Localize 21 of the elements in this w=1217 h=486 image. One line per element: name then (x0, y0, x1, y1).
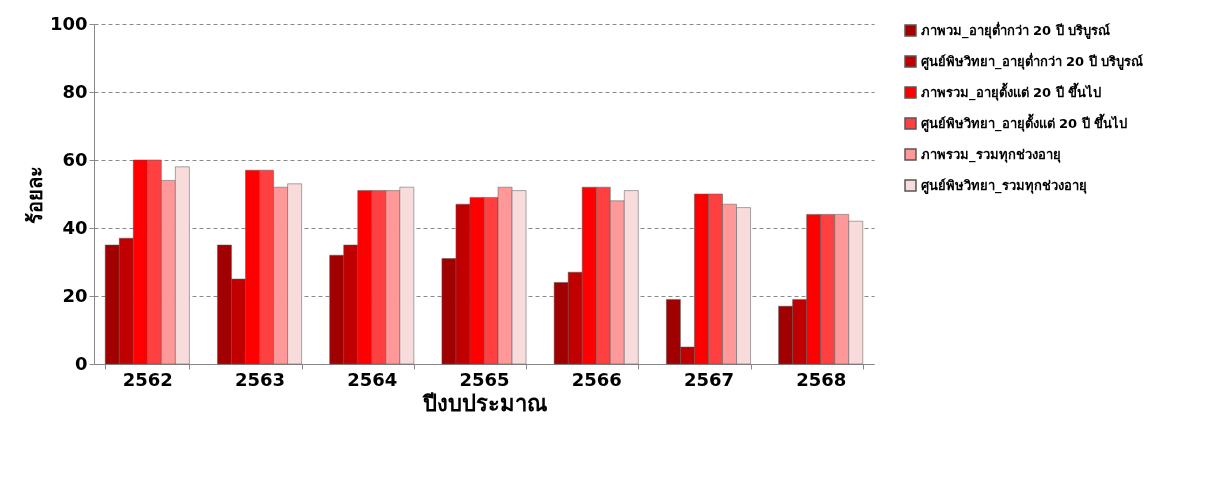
x-tick-label: 2565 (459, 368, 510, 390)
y-tick-label: 100 (49, 12, 88, 34)
legend-label: ศูนย์พิษวิทยา_อายุตั้งแต่ 20 ปี ขึ้นไป (921, 112, 1128, 132)
y-tick-label: 80 (62, 80, 88, 102)
x-axis-title: ปีงบประมาณ (421, 390, 547, 416)
legend-label: ภาพรวม_รวมทุกช่วงอายุ (921, 146, 1061, 163)
x-tick-label: 2566 (571, 368, 622, 390)
x-tick-label: 2563 (234, 368, 286, 390)
y-axis-title: ร้อยละ (22, 165, 47, 224)
legend-label: ภาพวม_อายุต่ำกว่า 20 ปี บริบูรณ์ (921, 20, 1111, 39)
y-tick-label: 0 (74, 352, 88, 374)
y-tick-label: 20 (62, 284, 88, 306)
x-tick-label: 2564 (347, 368, 398, 390)
y-tick-label: 40 (62, 216, 88, 238)
x-tick-label: 2568 (796, 368, 847, 390)
y-tick-label: 60 (62, 148, 88, 170)
legend-label: ศูนย์พิษวิทยา_อายุต่ำกว่า 20 ปี บริบูรณ์ (921, 51, 1144, 70)
x-tick-label: 2562 (122, 368, 173, 390)
legend-label: ภาพรวม_อายุตั้งแต่ 20 ปี ขึ้นไป (921, 81, 1102, 101)
legend-label: ศูนย์พิษวิทยา_รวมทุกช่วงอายุ (921, 177, 1087, 194)
x-tick-label: 2567 (683, 368, 735, 390)
